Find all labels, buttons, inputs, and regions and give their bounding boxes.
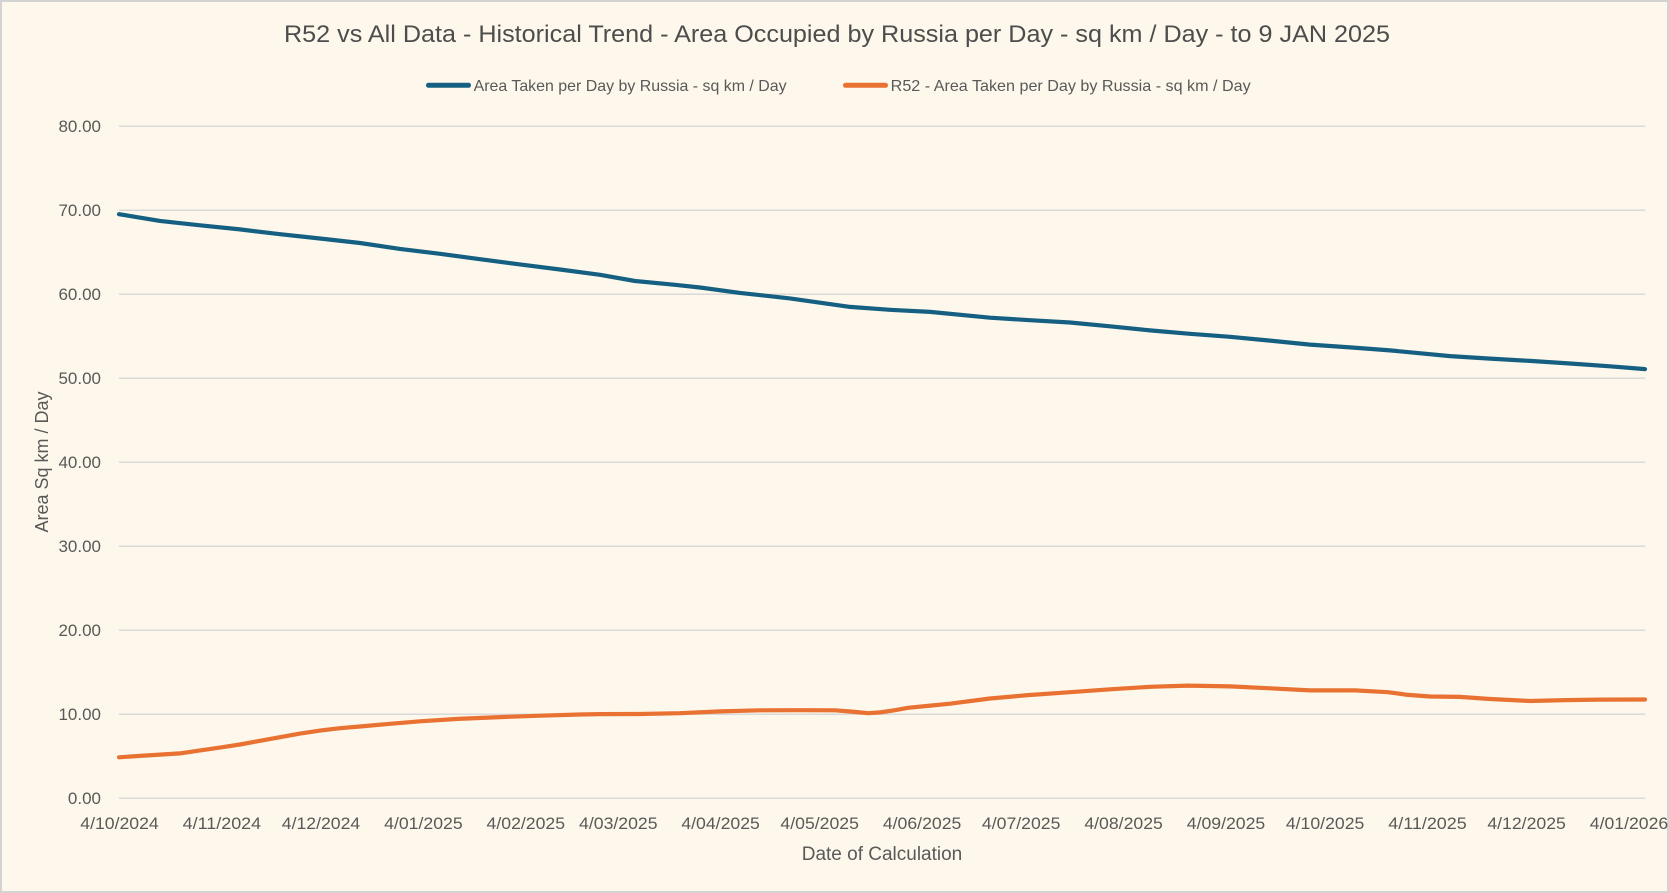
svg-text:10.00: 10.00 bbox=[58, 705, 101, 724]
svg-text:4/02/2025: 4/02/2025 bbox=[487, 814, 566, 833]
svg-text:60.00: 60.00 bbox=[58, 285, 101, 304]
svg-text:R52 vs All Data - Historical T: R52 vs All Data - Historical Trend - Are… bbox=[284, 21, 1390, 48]
svg-text:R52 - Area Taken per Day by Ru: R52 - Area Taken per Day by Russia - sq … bbox=[891, 78, 1251, 95]
svg-text:Area Sq km / Day: Area Sq km / Day bbox=[32, 391, 52, 532]
svg-text:Area Taken per Day by Russia -: Area Taken per Day by Russia - sq km / D… bbox=[474, 78, 787, 95]
svg-text:4/08/2025: 4/08/2025 bbox=[1084, 814, 1163, 833]
svg-text:4/12/2025: 4/12/2025 bbox=[1487, 814, 1566, 833]
svg-text:20.00: 20.00 bbox=[58, 621, 101, 640]
svg-text:4/11/2024: 4/11/2024 bbox=[183, 814, 262, 833]
svg-text:4/06/2025: 4/06/2025 bbox=[883, 814, 962, 833]
svg-text:4/07/2025: 4/07/2025 bbox=[982, 814, 1061, 833]
svg-text:80.00: 80.00 bbox=[58, 117, 101, 136]
svg-text:4/04/2025: 4/04/2025 bbox=[681, 814, 760, 833]
svg-text:4/10/2025: 4/10/2025 bbox=[1286, 814, 1365, 833]
svg-text:0.00: 0.00 bbox=[68, 789, 101, 808]
svg-text:50.00: 50.00 bbox=[58, 369, 101, 388]
svg-text:Date of Calculation: Date of Calculation bbox=[802, 844, 963, 865]
svg-text:4/01/2026: 4/01/2026 bbox=[1590, 814, 1669, 833]
svg-text:4/01/2025: 4/01/2025 bbox=[384, 814, 463, 833]
svg-text:4/12/2024: 4/12/2024 bbox=[282, 814, 361, 833]
svg-text:4/09/2025: 4/09/2025 bbox=[1187, 814, 1266, 833]
svg-text:4/05/2025: 4/05/2025 bbox=[780, 814, 859, 833]
svg-text:40.00: 40.00 bbox=[58, 453, 101, 472]
svg-text:4/11/2025: 4/11/2025 bbox=[1388, 814, 1467, 833]
svg-text:4/10/2024: 4/10/2024 bbox=[80, 814, 159, 833]
svg-text:70.00: 70.00 bbox=[58, 201, 101, 220]
svg-text:4/03/2025: 4/03/2025 bbox=[579, 814, 658, 833]
svg-text:30.00: 30.00 bbox=[58, 537, 101, 556]
